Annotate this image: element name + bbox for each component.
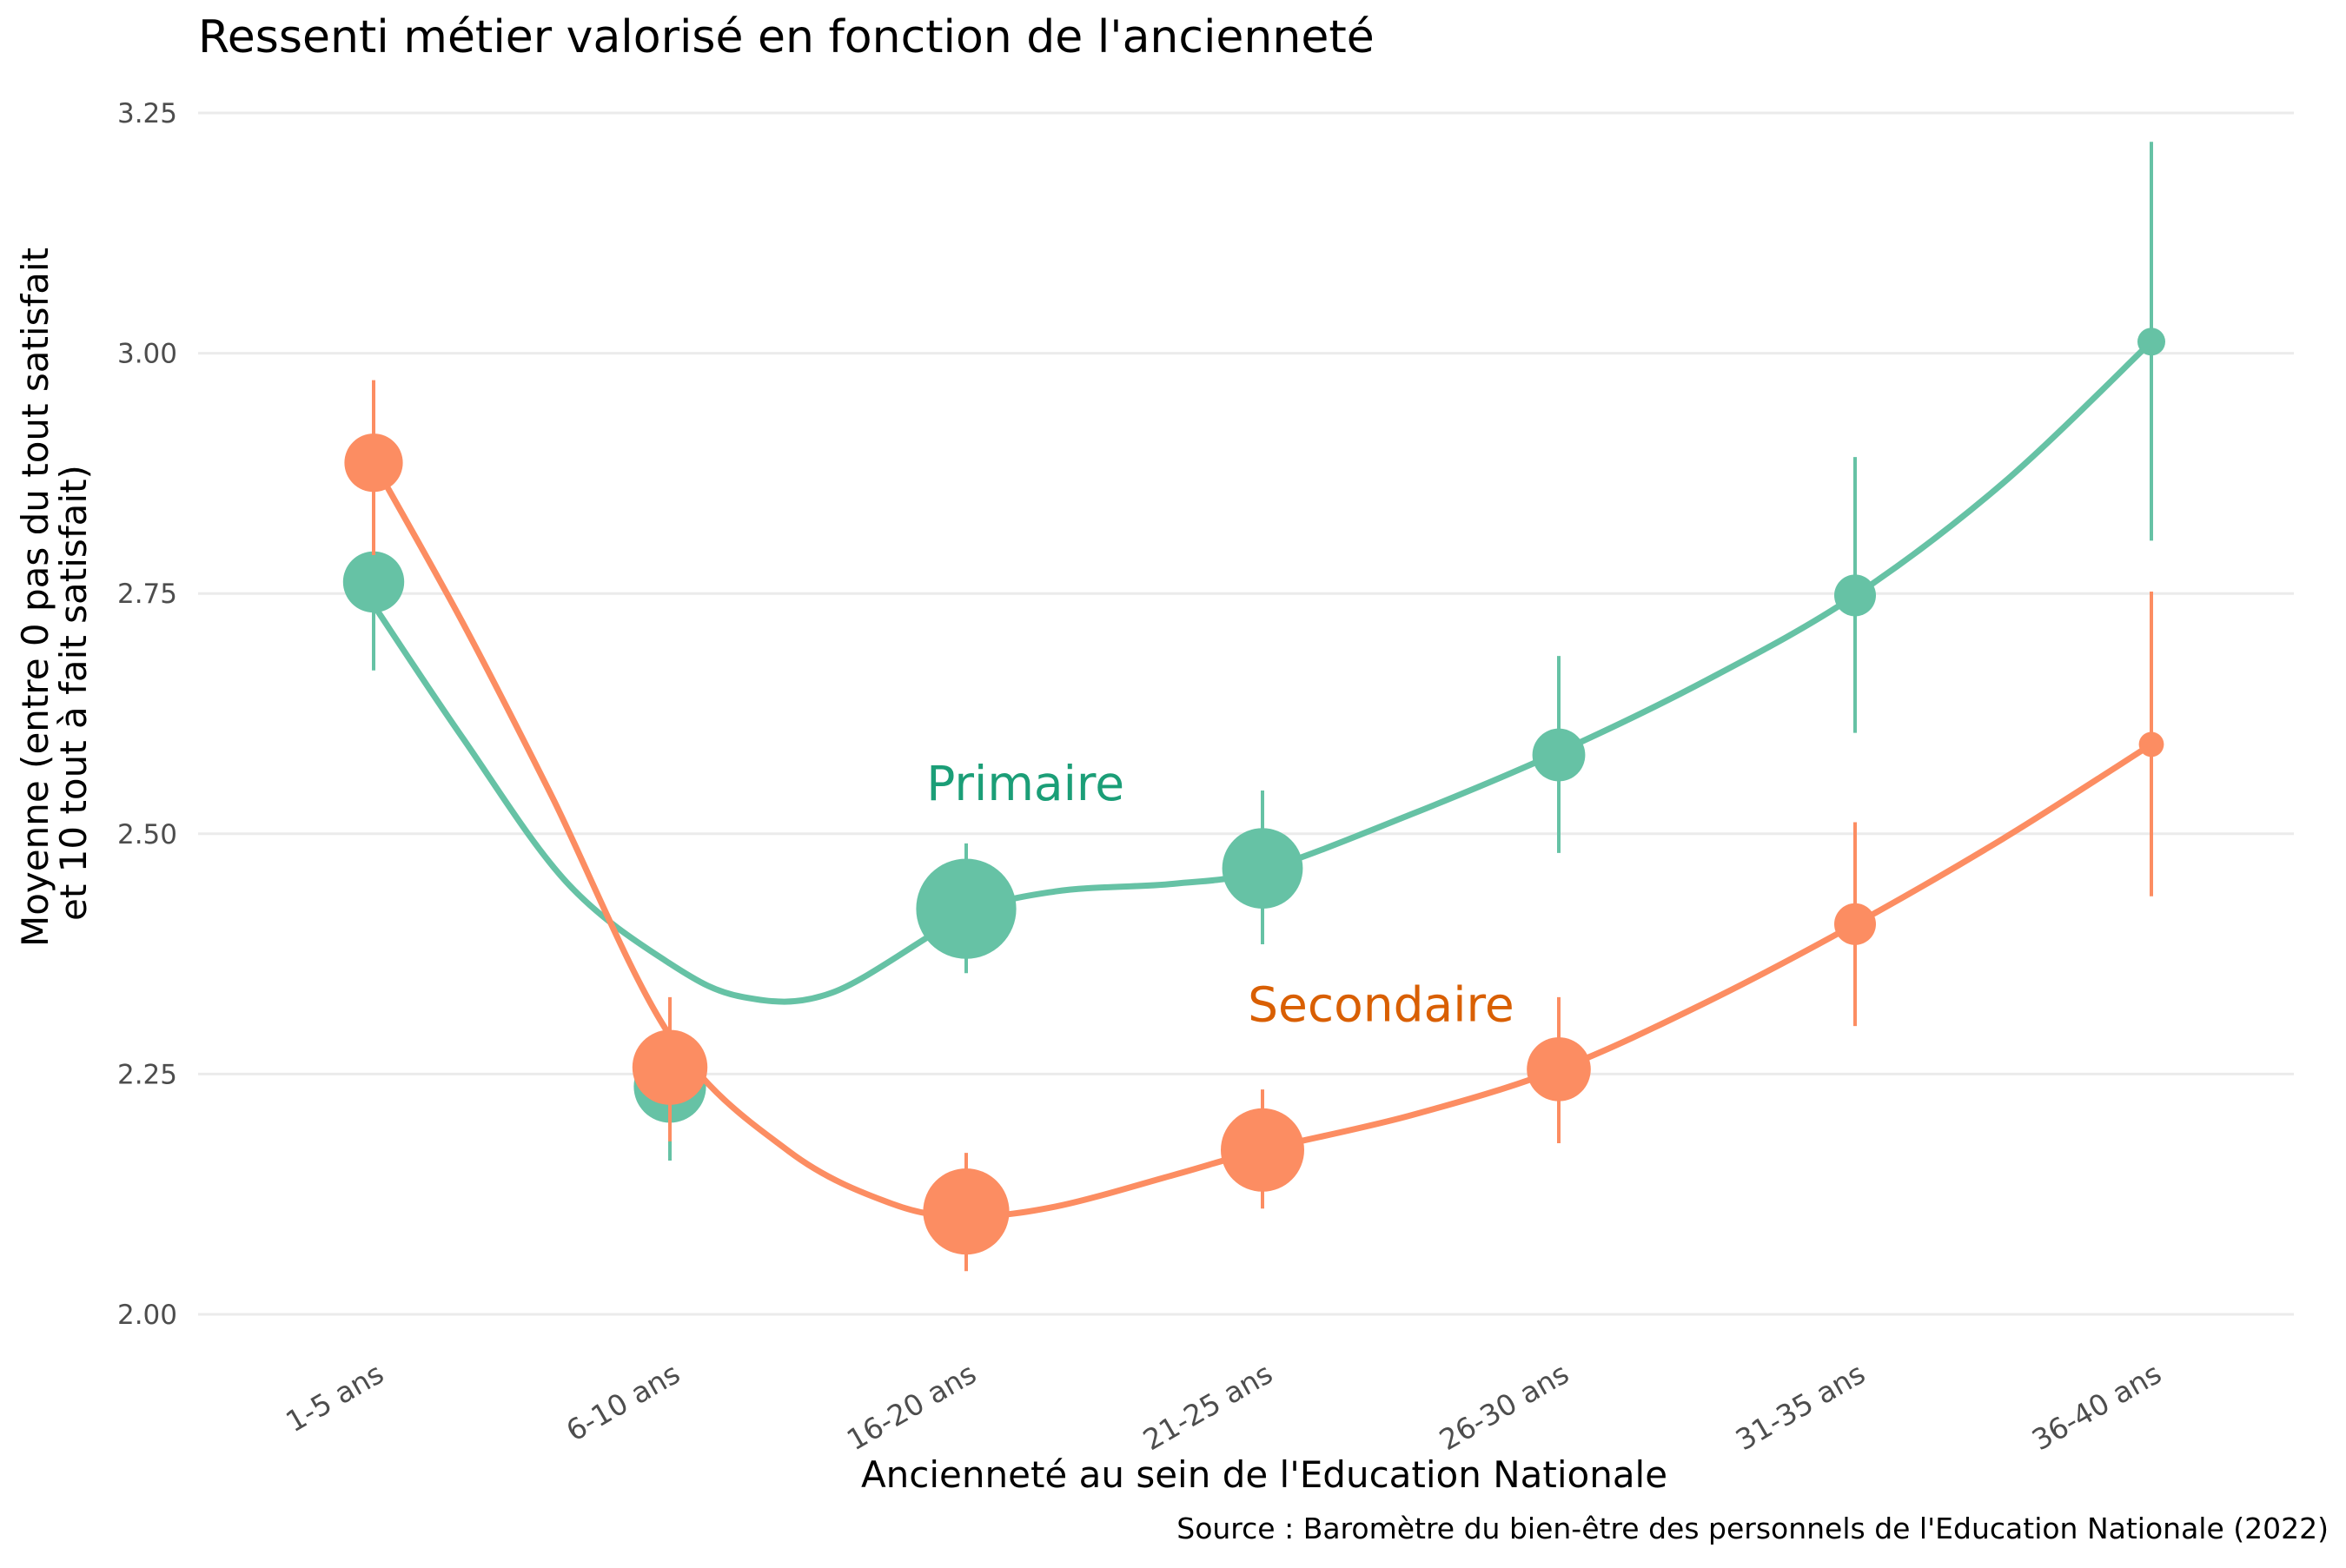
series-label-primaire: Primaire — [926, 756, 1124, 811]
x-tick-label: 36-40 ans — [2026, 1356, 2167, 1457]
x-tick-label: 1-5 ans — [280, 1356, 389, 1439]
data-point — [1834, 574, 1876, 617]
x-tick-label: 31-35 ans — [1730, 1356, 1871, 1457]
x-tick-label: 6-10 ans — [560, 1356, 686, 1448]
series-label-secondaire: Secondaire — [1248, 977, 1514, 1033]
series-primaire: Primaire — [342, 142, 2165, 1161]
series-layer: Primaire Secondaire — [342, 142, 2165, 1272]
y-tick-label: 2.25 — [117, 1059, 177, 1090]
y-tick-label: 2.50 — [117, 819, 177, 850]
data-point — [923, 1168, 1010, 1255]
chart-title: Ressenti métier valorisé en fonction de … — [198, 11, 1375, 63]
data-point — [2137, 327, 2165, 356]
series-secondaire: Secondaire — [344, 380, 2164, 1272]
data-point — [632, 1029, 708, 1105]
y-axis-title: Moyenne (entre 0 pas du tout satisfait e… — [14, 248, 95, 947]
x-tick-label: 21-25 ans — [1137, 1356, 1278, 1457]
y-axis-title-line-2: et 10 tout à fait satisfait) — [52, 465, 95, 921]
x-tick-labels: 1-5 ans 6-10 ans 16-20 ans 21-25 ans 26-30 a… — [280, 1356, 2167, 1457]
smooth-line — [370, 460, 2155, 1220]
data-point — [1221, 1108, 1304, 1192]
y-tick-label: 3.00 — [117, 339, 177, 370]
data-point — [1834, 903, 1876, 945]
data-point — [1222, 828, 1303, 910]
y-tick-label: 2.75 — [117, 579, 177, 610]
data-point — [2138, 731, 2164, 758]
x-axis-title: Ancienneté au sein de l'Education Nation… — [861, 1453, 1667, 1496]
data-point — [1532, 728, 1586, 782]
y-tick-label: 2.00 — [117, 1300, 177, 1331]
y-axis-title-line-1: Moyenne (entre 0 pas du tout satisfait — [14, 248, 56, 947]
x-tick-label: 16-20 ans — [841, 1356, 982, 1457]
data-point — [344, 433, 403, 493]
data-point — [1527, 1037, 1591, 1102]
chart-caption: Source : Baromètre du bien-être des pers… — [1176, 1512, 2329, 1545]
x-tick-label: 26-30 ans — [1434, 1356, 1574, 1457]
y-tick-label: 3.25 — [117, 98, 177, 129]
y-tick-labels: 2.00 2.25 2.50 2.75 3.00 3.25 — [117, 98, 177, 1331]
smooth-line — [370, 338, 2155, 1005]
data-point — [342, 551, 405, 613]
data-point — [916, 858, 1017, 959]
